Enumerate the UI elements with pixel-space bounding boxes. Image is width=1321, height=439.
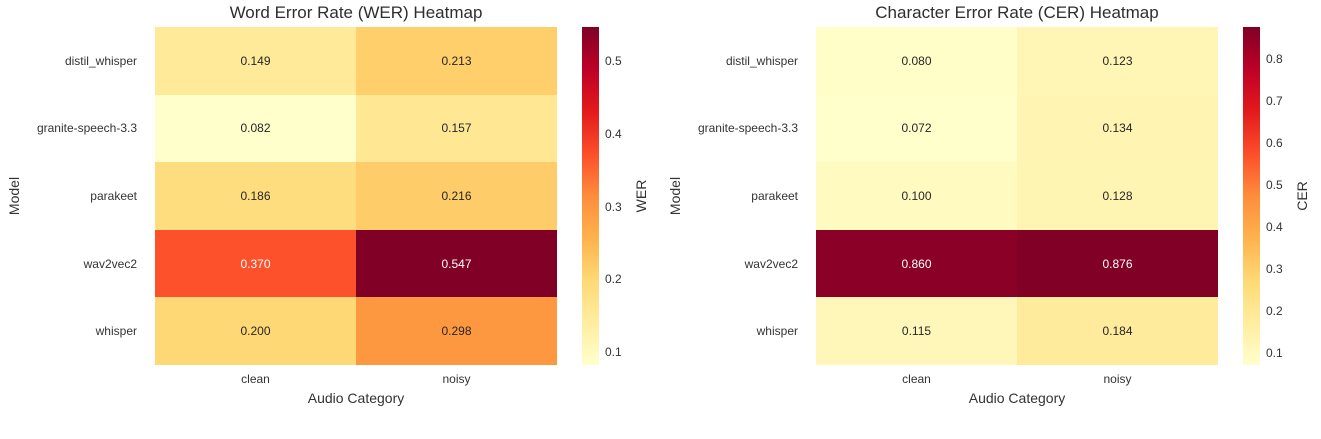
heatmap-cell: 0.134: [1017, 94, 1218, 163]
heatmap-cell: 0.100: [816, 162, 1017, 230]
heatmap-cell: 0.213: [356, 27, 557, 95]
colorbar-tick-labels: 0.1 0.2 0.3 0.4 0.5 0.6 0.7 0.8: [1266, 27, 1302, 365]
colorbar: [1243, 27, 1260, 365]
y-tick-labels: distil_whisper granite-speech-3.3 parakeet…: [0, 27, 147, 365]
x-tick-label: clean: [902, 372, 931, 386]
heatmap-cell: 0.115: [816, 297, 1017, 365]
heatmap-cell: 0.082: [155, 94, 356, 163]
colorbar-tick-label: 0.2: [605, 272, 622, 287]
heatmap-cell: 0.200: [155, 297, 356, 365]
colorbar-tick-label: 0.4: [1266, 220, 1283, 235]
heatmap-cell: 0.123: [1017, 27, 1218, 95]
y-tick-label: wav2vec2: [83, 256, 137, 271]
colorbar-tick-label: 0.8: [1266, 51, 1283, 66]
y-tick-label: distil_whisper: [64, 53, 137, 68]
colorbar: [582, 27, 599, 365]
y-tick-label: distil_whisper: [725, 53, 798, 68]
heatmap-cell: 0.072: [816, 94, 1017, 163]
colorbar-axis-label: WER: [633, 179, 649, 213]
y-tick-label: parakeet: [90, 189, 137, 203]
colorbar-tick-label: 0.3: [1266, 262, 1283, 277]
heatmap-cell: 0.184: [1017, 297, 1218, 365]
heatmap-grid: 0.080 0.123 0.072 0.134 0.100 0.128 0.860 0.876…: [816, 27, 1218, 365]
colorbar-tick-label: 0.5: [1266, 178, 1283, 193]
colorbar-tick-label: 0.7: [1266, 93, 1283, 108]
colorbar-tick-label: 0.3: [605, 199, 622, 214]
x-tick-label: noisy: [1103, 372, 1132, 386]
heatmap-cell: 0.298: [356, 297, 557, 365]
x-tick-labels: clean noisy: [155, 365, 557, 386]
heatmap-cell: 0.149: [155, 27, 356, 95]
heatmap-cell: 0.080: [816, 27, 1017, 95]
x-axis-label: Audio Category: [968, 390, 1066, 406]
colorbar-tick-label: 0.2: [1266, 304, 1283, 319]
chart-title: Character Error Rate (CER) Heatmap: [875, 3, 1159, 22]
heatmap-grid: 0.149 0.213 0.082 0.157 0.186 0.216 0.370 0.547…: [155, 27, 557, 365]
y-tick-labels: distil_whisper granite-speech-3.3 parakeet…: [661, 27, 808, 365]
heatmap-cell: 0.157: [356, 94, 557, 163]
x-tick-label: clean: [241, 372, 270, 386]
colorbar-axis-label: CER: [1294, 181, 1310, 211]
heatmap-cell: 0.876: [1017, 229, 1218, 298]
colorbar-tick-labels: 0.1 0.2 0.3 0.4 0.5: [605, 27, 641, 365]
y-tick-label: whisper: [95, 324, 137, 339]
heatmap-cell: 0.186: [155, 162, 356, 230]
x-axis-label: Audio Category: [307, 390, 405, 406]
heatmap-cell: 0.216: [356, 162, 557, 230]
colorbar-tick-label: 0.1: [1266, 346, 1283, 361]
cer-heatmap-chart: Character Error Rate (CER) Heatmap Model…: [661, 0, 1321, 439]
x-tick-labels: clean noisy: [816, 365, 1218, 386]
colorbar-tick-label: 0.1: [605, 344, 622, 359]
colorbar-tick-label: 0.4: [605, 126, 622, 141]
colorbar-tick-label: 0.5: [605, 54, 622, 69]
heatmap-cell: 0.370: [155, 229, 356, 298]
heatmap-cell: 0.547: [356, 229, 557, 298]
wer-heatmap-chart: Word Error Rate (WER) Heatmap Model dist…: [0, 0, 660, 439]
heatmap-cell: 0.128: [1017, 162, 1218, 230]
y-tick-label: wav2vec2: [744, 256, 798, 271]
y-tick-label: granite-speech-3.3: [36, 121, 137, 136]
chart-title: Word Error Rate (WER) Heatmap: [229, 3, 483, 22]
heatmap-cell: 0.860: [816, 229, 1017, 298]
y-tick-label: granite-speech-3.3: [697, 121, 798, 136]
colorbar-tick-label: 0.6: [1266, 136, 1283, 151]
y-tick-label: parakeet: [751, 189, 798, 203]
x-tick-label: noisy: [442, 372, 471, 386]
y-tick-label: whisper: [756, 324, 798, 339]
